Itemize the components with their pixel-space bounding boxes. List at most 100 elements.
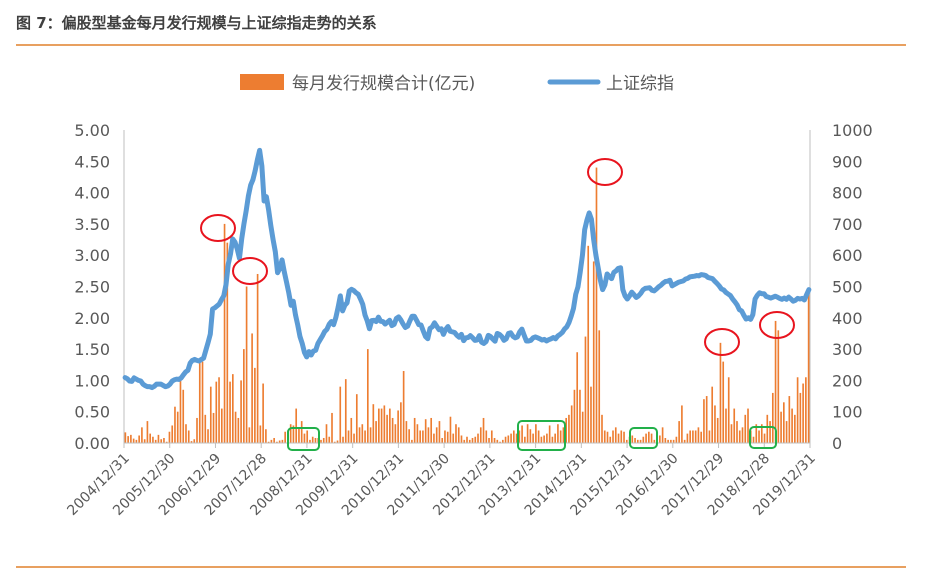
bar [477, 433, 479, 443]
bar [394, 424, 397, 443]
bar [689, 430, 691, 443]
bar [278, 440, 281, 443]
red-circle-annotation [200, 214, 236, 242]
bar [565, 417, 567, 443]
bar [741, 427, 744, 443]
bar [568, 414, 570, 443]
bar [397, 410, 399, 443]
right-tick-label: 1000 [832, 121, 873, 140]
bar [424, 419, 427, 443]
bar [807, 292, 810, 443]
bar [212, 412, 215, 443]
right-tick-label: 700 [832, 215, 863, 234]
bar [625, 439, 628, 443]
bar [736, 421, 738, 443]
bar [163, 437, 165, 443]
bar [518, 430, 521, 443]
index-line [122, 147, 812, 391]
bar [466, 436, 468, 443]
bar [416, 424, 419, 443]
bar [422, 430, 424, 443]
bar [460, 435, 463, 443]
bar [725, 408, 727, 443]
bar [179, 377, 182, 443]
bar [603, 430, 606, 443]
bar [226, 242, 229, 443]
legend-bar-label: 每月发行规模合计(亿元) [292, 74, 475, 94]
bar [245, 286, 248, 443]
bar [353, 433, 355, 443]
bar [427, 427, 430, 443]
bar [777, 330, 780, 443]
bar [303, 433, 306, 443]
bar-series [124, 167, 810, 443]
bar [325, 424, 328, 443]
bar [526, 424, 529, 443]
left-tick-label: 3.50 [74, 215, 110, 234]
bar [642, 436, 645, 443]
bar [468, 439, 471, 443]
bar [675, 436, 678, 443]
bar [259, 425, 262, 443]
left-tick-label: 5.00 [74, 121, 110, 140]
bar [551, 436, 554, 443]
bar [446, 431, 449, 443]
bar [174, 406, 176, 443]
bar [411, 439, 413, 443]
bar [347, 430, 350, 443]
bar [537, 430, 540, 443]
left-tick-label: 2.00 [74, 309, 110, 328]
bar [320, 439, 322, 443]
bar [507, 435, 510, 443]
right-tick-label: 800 [832, 184, 863, 203]
bar [634, 437, 636, 443]
bar [152, 436, 154, 443]
annotations [200, 158, 795, 451]
bar [435, 427, 438, 443]
bar [182, 389, 185, 443]
bar [576, 352, 579, 443]
bar [554, 433, 556, 443]
right-tick-label: 200 [832, 371, 863, 390]
bar [276, 441, 278, 443]
bar [438, 421, 441, 443]
figure-title: 图 7：偏股型基金每月发行规模与上证综指走势的关系 [16, 14, 377, 32]
bar [209, 386, 212, 443]
bar [758, 430, 760, 443]
green-box-annotation [629, 427, 658, 449]
bar [490, 430, 493, 443]
bar [510, 433, 512, 443]
bar [648, 431, 650, 443]
bar [281, 439, 284, 443]
green-box-annotation [517, 420, 566, 451]
bar [730, 424, 733, 443]
bar [380, 408, 383, 443]
bar [672, 439, 675, 443]
bar [229, 381, 231, 443]
bar [402, 371, 405, 443]
bar [501, 439, 504, 443]
bar [559, 430, 562, 443]
bar [733, 408, 736, 443]
bar [215, 381, 218, 443]
bar [716, 417, 719, 443]
bar [452, 433, 455, 443]
bar [413, 417, 416, 443]
bar [653, 439, 656, 443]
bar [639, 439, 642, 443]
bar [546, 433, 548, 443]
bar [223, 223, 226, 443]
bar [719, 342, 722, 443]
bar [573, 389, 576, 443]
legend-line-label: 上证综指 [606, 74, 674, 94]
bar [378, 408, 380, 443]
bar [273, 437, 275, 443]
bar [176, 411, 179, 443]
bar [769, 421, 771, 443]
bar [265, 429, 267, 443]
x-axis: 2004/12/312005/12/302006/12/292007/12/28… [64, 443, 819, 519]
bar [631, 435, 634, 443]
bar [780, 411, 782, 443]
bar [375, 421, 377, 443]
bar [681, 405, 683, 443]
